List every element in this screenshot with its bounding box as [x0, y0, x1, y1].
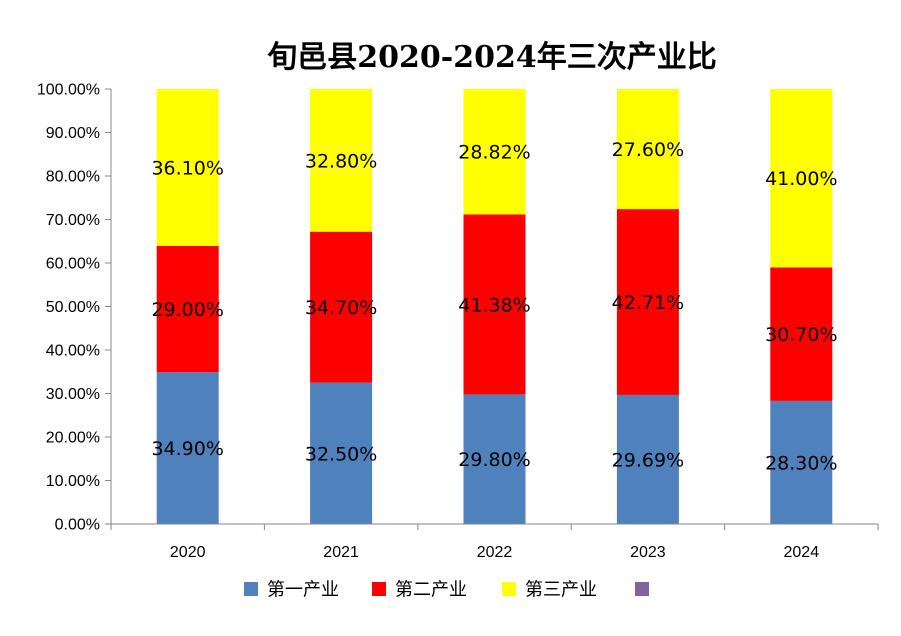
data-label-3-2024: 41.00% [765, 168, 837, 190]
bar-segment-3-2022 [463, 89, 526, 215]
data-label-2-2020: 29.00% [151, 299, 223, 321]
data-label-3-2023: 27.60% [612, 139, 684, 161]
legend-swatch-4 [635, 582, 649, 596]
y-tick-label-30-00: 30.00% [46, 386, 100, 403]
data-label-2-2022: 41.38% [458, 294, 530, 316]
y-tick-label-10-00: 10.00% [46, 473, 100, 490]
bar-segment-3-2021 [310, 89, 373, 232]
y-tick-label-100-00: 100.00% [37, 82, 100, 99]
x-tick-label-2023: 2023 [630, 544, 666, 561]
data-label-1-2023: 29.69% [612, 449, 684, 471]
x-tick-label-2021: 2021 [323, 544, 359, 561]
y-tick-label-70-00: 70.00% [46, 212, 100, 229]
y-tick-label-40-00: 40.00% [46, 343, 100, 360]
data-label-2-2024: 30.70% [765, 324, 837, 346]
bar-segment-3-2023 [616, 89, 679, 210]
bar-segment-1-2020 [156, 372, 219, 524]
plot-area: 34.90% 29.00% 36.10% 32.50% 34.70% 32.80% 29.8… [151, 89, 838, 524]
bar-segment-2-2024 [770, 267, 833, 401]
axes: 0.00% 10.00% 20.00% 30.00% 40.00% 50.00% 60.00… [37, 82, 879, 561]
bar-segment-2-2020 [156, 246, 219, 373]
data-label-1-2022: 29.80% [458, 449, 530, 471]
y-tick-label-90-00: 90.00% [46, 125, 100, 142]
x-tick-label-2020: 2020 [170, 544, 206, 561]
bar-segment-2-2022 [463, 214, 526, 395]
data-label-3-2020: 36.10% [151, 158, 223, 180]
bar-segment-3-2024 [770, 89, 833, 268]
x-tick-label-2024: 2024 [784, 544, 820, 561]
legend-label-1: 第一产业 [267, 580, 339, 601]
legend-swatch-1 [244, 582, 258, 596]
legend-label-3: 第三产业 [525, 580, 597, 601]
data-label-1-2024: 28.30% [765, 452, 837, 474]
data-label-1-2020: 34.90% [151, 438, 223, 460]
data-label-3-2021: 32.80% [305, 150, 377, 172]
legend-swatch-2 [372, 582, 386, 596]
x-tick-label-2022: 2022 [477, 544, 513, 561]
y-tick-label-60-00: 60.00% [46, 256, 100, 273]
bar-segment-1-2021 [310, 382, 373, 524]
bar-segment-1-2024 [770, 400, 833, 524]
legend-swatch-3 [502, 582, 516, 596]
bar-segment-2-2023 [616, 209, 679, 395]
legend-label-2: 第二产业 [395, 580, 467, 601]
chart-title: 旬邑县2020-2024年三次产业比 [267, 40, 716, 75]
bar-segment-2-2021 [310, 231, 373, 383]
data-label-2-2021: 34.70% [305, 297, 377, 319]
y-tick-label-20-00: 20.00% [46, 430, 100, 447]
y-tick-label-50-00: 50.00% [46, 299, 100, 316]
y-tick-label-0-00: 0.00% [55, 517, 100, 534]
bar-segment-1-2023 [616, 394, 679, 524]
bar-segment-1-2022 [463, 394, 526, 524]
data-label-1-2021: 32.50% [305, 443, 377, 465]
bar-segment-3-2020 [156, 89, 219, 246]
data-label-2-2023: 42.71% [612, 292, 684, 314]
y-tick-label-80-00: 80.00% [46, 169, 100, 186]
data-label-3-2022: 28.82% [458, 142, 530, 164]
legend: 第一产业 第二产业 第三产业 [244, 580, 649, 601]
